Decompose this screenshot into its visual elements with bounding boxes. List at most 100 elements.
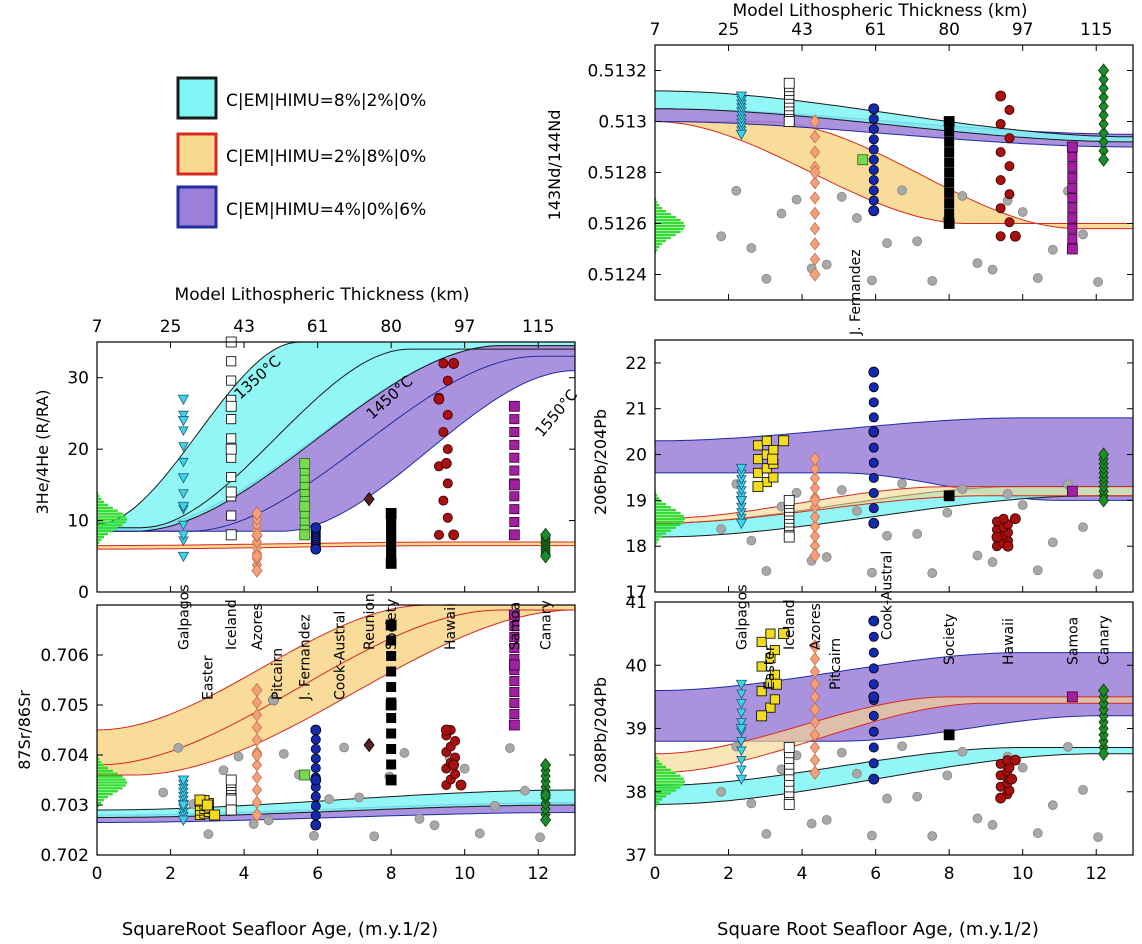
point-hawaii — [995, 147, 1006, 158]
hotspot-label: Easter — [200, 655, 216, 700]
morb-point — [233, 751, 244, 762]
axes-frame — [96, 341, 576, 593]
y-tick-label: 17 — [625, 583, 647, 603]
model-bands — [654, 417, 1134, 538]
top-tick-label: 115 — [522, 317, 554, 337]
hotspot-label: Hawaii — [1001, 618, 1017, 665]
morb-point — [158, 787, 169, 798]
histogram-bar — [655, 801, 660, 804]
point-hawaii — [442, 478, 453, 489]
point-hawaii — [450, 736, 461, 747]
hotspot-label: Iceland — [224, 599, 240, 650]
histogram-bar — [97, 524, 123, 527]
histogram-bar — [655, 756, 658, 760]
point-society — [944, 208, 955, 219]
morb-point — [761, 566, 772, 576]
point-cook-austral — [868, 472, 879, 483]
point-galapagos — [736, 708, 747, 719]
point-samoa — [1067, 192, 1078, 203]
point-society — [385, 508, 397, 519]
point-azores — [809, 740, 821, 755]
histogram-bar — [97, 804, 100, 808]
panel-nd: 0.5124 0.5126 0.5128 0.513 0.5132 7 25 43 61 80 97… — [545, 1, 1134, 301]
morb-point — [957, 746, 968, 757]
point-azores — [251, 506, 263, 521]
morb-point — [746, 535, 757, 546]
morb-point — [836, 747, 847, 758]
point-easter — [752, 454, 763, 465]
point-iceland — [226, 356, 237, 367]
point-hawaii — [991, 531, 1003, 543]
morb-point — [957, 190, 968, 201]
point-hawaii — [440, 724, 452, 736]
top-tick-label: 25 — [160, 317, 182, 337]
morb-point — [309, 830, 319, 841]
point-cook-austral — [868, 185, 879, 196]
point-cook-austral — [868, 175, 879, 186]
point-society — [386, 744, 397, 755]
hotspot-label: Cook-Austral — [880, 551, 896, 640]
histogram-bar — [655, 774, 681, 777]
top-axis-label: Model Lithospheric Thickness (km) — [733, 1, 1028, 21]
histogram-bar — [97, 775, 123, 778]
histogram-bar — [655, 494, 658, 497]
point-hawaii — [438, 426, 449, 437]
point-cook-austral — [868, 647, 879, 658]
point-iceland — [783, 116, 795, 127]
histogram-bar — [655, 535, 663, 538]
point-galapagos — [735, 724, 748, 735]
model-band — [96, 541, 576, 550]
point-easter — [769, 645, 780, 656]
histogram-bar — [655, 780, 685, 783]
top-tick-label: 43 — [791, 20, 813, 40]
morb-point — [987, 557, 998, 567]
data-points — [655, 63, 1110, 287]
point-iceland — [226, 414, 237, 425]
morb-point — [867, 567, 877, 578]
point-galapagos — [736, 737, 747, 747]
morb-point — [882, 530, 892, 541]
histogram-bar — [655, 245, 660, 249]
point-easter — [756, 661, 767, 672]
histogram-bar — [655, 505, 671, 509]
point-samoa — [508, 479, 520, 491]
point-cook-austral — [868, 134, 879, 145]
model-line — [97, 355, 575, 532]
point-pitcairn — [268, 694, 279, 706]
point-azores — [809, 715, 821, 729]
histogram-bar — [655, 520, 684, 524]
point-azores — [809, 510, 821, 524]
point-galapagos — [177, 800, 190, 811]
histogram-bar — [97, 795, 108, 799]
point-galapagos — [736, 756, 747, 766]
point-canary — [1098, 117, 1109, 131]
y-tick-label: 0 — [78, 583, 89, 603]
point-azores — [809, 114, 821, 129]
point-galapagos — [735, 679, 748, 691]
morb-point — [520, 785, 530, 796]
axes: 37 38 39 40 41 0 2 4 6 8 10 12 — [625, 593, 1133, 884]
point-cook-austral — [310, 753, 321, 764]
y-tick-label: 0.5132 — [588, 62, 647, 82]
morb-point — [972, 258, 983, 269]
point-azores — [251, 527, 263, 543]
point-azores — [251, 708, 263, 722]
histogram-bar — [655, 209, 666, 213]
side-label: J. Fernandez — [848, 249, 864, 336]
point-samoa — [1067, 182, 1078, 193]
y-tick-label: 21 — [625, 400, 647, 420]
morb-point — [716, 231, 727, 242]
point-azores — [809, 267, 821, 282]
point-cook-austral — [868, 382, 879, 393]
morb-point — [972, 550, 983, 561]
histogram-bar — [655, 532, 666, 535]
morb-point — [429, 820, 440, 831]
histogram-bar — [97, 766, 108, 770]
morb-point — [851, 213, 862, 223]
histogram-bar — [655, 207, 663, 210]
point-hawaii — [448, 358, 460, 369]
point-canary — [1098, 152, 1110, 167]
point-samoa — [1067, 233, 1078, 244]
histogram-bar — [655, 538, 660, 541]
histogram-bar — [97, 497, 102, 501]
